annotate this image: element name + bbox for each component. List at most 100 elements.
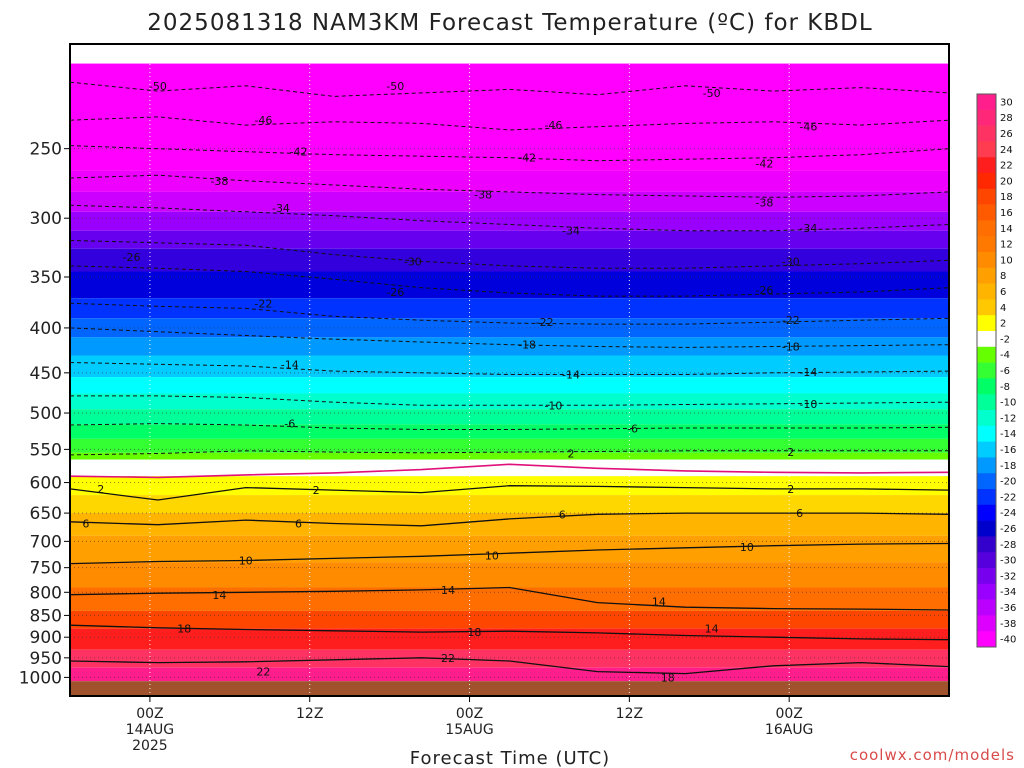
pressure-tick-label: 300	[30, 209, 62, 229]
colorbar-label: -4	[1000, 350, 1010, 361]
isotherm-label: 22	[441, 652, 455, 665]
time-tick-label: 12Z	[296, 706, 323, 722]
temperature-band	[70, 649, 949, 668]
colorbar-label: 22	[1000, 161, 1013, 172]
colorbar-swatch	[977, 173, 996, 190]
isotherm-label: -34	[799, 222, 817, 235]
colorbar-swatch	[977, 394, 996, 411]
colorbar-label: 8	[1000, 271, 1006, 282]
colorbar-swatch	[977, 520, 996, 537]
plot-frame	[69, 43, 950, 697]
colorbar-swatch	[977, 362, 996, 379]
colorbar-swatch	[977, 457, 996, 474]
colorbar-label: 6	[1000, 287, 1006, 298]
temperature-band	[70, 587, 949, 611]
colorbar-label: -16	[1000, 445, 1016, 456]
isotherm-label: -34	[272, 202, 290, 215]
pressure-tick-label: 1000	[19, 668, 62, 688]
temperature-band	[70, 424, 949, 439]
colorbar-label: 12	[1000, 240, 1013, 251]
isotherm-label: -26	[755, 284, 773, 297]
isotherm-lines	[70, 81, 949, 675]
isotherm-line	[70, 463, 949, 479]
colorbar-label: -12	[1000, 413, 1016, 424]
isotherm-label: -46	[254, 114, 272, 127]
isotherm-label: 14	[212, 589, 226, 602]
colorbar-swatch	[977, 125, 996, 142]
temperature-band	[70, 393, 949, 410]
temperature-band	[70, 318, 949, 338]
isotherm-label: 18	[177, 623, 191, 636]
pressure-tick-label: 550	[30, 440, 62, 460]
colorbar-swatch	[977, 204, 996, 221]
pressure-tick-label: 350	[30, 268, 62, 288]
isotherm-labels: -50 -50 -50 -46 -46 -46 -42 -42 -42 -38 -38 -38 -34 -…	[82, 80, 817, 685]
colorbar-swatch	[977, 489, 996, 506]
colorbar-swatch	[977, 631, 996, 648]
colorbar-label: 10	[1000, 255, 1013, 266]
colorbar-label: 26	[1000, 129, 1013, 140]
colorbar-label: -38	[1000, 619, 1016, 630]
isotherm-label: 6	[796, 507, 803, 520]
temperature-band	[70, 271, 949, 299]
pressure-tick-label: 250	[30, 140, 62, 160]
temperature-band	[70, 452, 949, 460]
colorbar-swatch	[977, 346, 996, 363]
temperature-band	[70, 562, 949, 588]
isotherm-label: -18	[518, 339, 536, 352]
colorbar-swatch	[977, 331, 996, 348]
colorbar-swatch	[977, 267, 996, 284]
temperature-band	[70, 535, 949, 563]
isotherm-label: 6	[295, 518, 302, 531]
temperature-fill-bands	[70, 63, 949, 696]
isotherm-label: -18	[782, 341, 800, 354]
isotherm-label: 18	[661, 671, 675, 684]
isotherm-label: -14	[281, 358, 299, 371]
isotherm-label: -14	[799, 366, 817, 379]
colorbar-label: -30	[1000, 556, 1016, 567]
colorbar-label: 16	[1000, 208, 1013, 219]
colorbar-label: 14	[1000, 224, 1013, 235]
isotherm-line	[70, 657, 949, 675]
isotherm-label: -10	[799, 398, 817, 411]
isotherm-label: -22	[254, 297, 272, 310]
colorbar-swatch	[977, 188, 996, 205]
isotherm-label: -10	[544, 399, 562, 412]
time-tick-label: 15AUG	[445, 722, 494, 738]
time-tick-label: 2025	[132, 738, 168, 754]
isotherm-label: -42	[518, 152, 536, 165]
isotherm-label: -46	[544, 119, 562, 132]
temperature-band	[70, 63, 949, 171]
time-tick-label: 00Z	[775, 706, 802, 722]
colorbar-swatch	[977, 568, 996, 585]
colorbar-swatch	[977, 236, 996, 253]
pressure-tick-label: 700	[30, 532, 62, 552]
temperature-band	[70, 495, 949, 514]
pressure-tick-label: 750	[30, 559, 62, 579]
temperature-band	[70, 377, 949, 394]
colorbar-swatch	[977, 615, 996, 632]
colorbar-legend: 30 28 26 24 22 20 18 16 14 12 10 8 6 4 2 -2 -4 -6 -8 -10 -12…	[976, 93, 1016, 648]
colorbar-swatch	[977, 378, 996, 395]
colorbar-swatch	[977, 425, 996, 442]
isotherm-label: -6	[284, 418, 295, 431]
isotherm-label: 10	[740, 541, 754, 554]
colorbar-label: 18	[1000, 192, 1013, 203]
colorbar-swatch	[977, 283, 996, 300]
colorbar-label: -6	[1000, 366, 1010, 377]
isotherm-line	[70, 485, 949, 501]
temperature-band	[70, 248, 949, 272]
colorbar-swatch	[977, 252, 996, 269]
colorbar-swatch	[977, 473, 996, 490]
colorbar-label: 20	[1000, 176, 1013, 187]
isotherm-label: 14	[441, 584, 455, 597]
colorbar-label: -34	[1000, 587, 1016, 598]
colorbar-swatch	[977, 220, 996, 237]
colorbar-label: -18	[1000, 461, 1016, 472]
site-credit[interactable]: coolwx.com/models	[850, 746, 1015, 764]
pressure-tick-label: 950	[30, 649, 62, 669]
isotherm-label: 6	[82, 518, 89, 531]
pressure-tick-label: 900	[30, 628, 62, 648]
colorbar-label: 2	[1000, 319, 1006, 330]
